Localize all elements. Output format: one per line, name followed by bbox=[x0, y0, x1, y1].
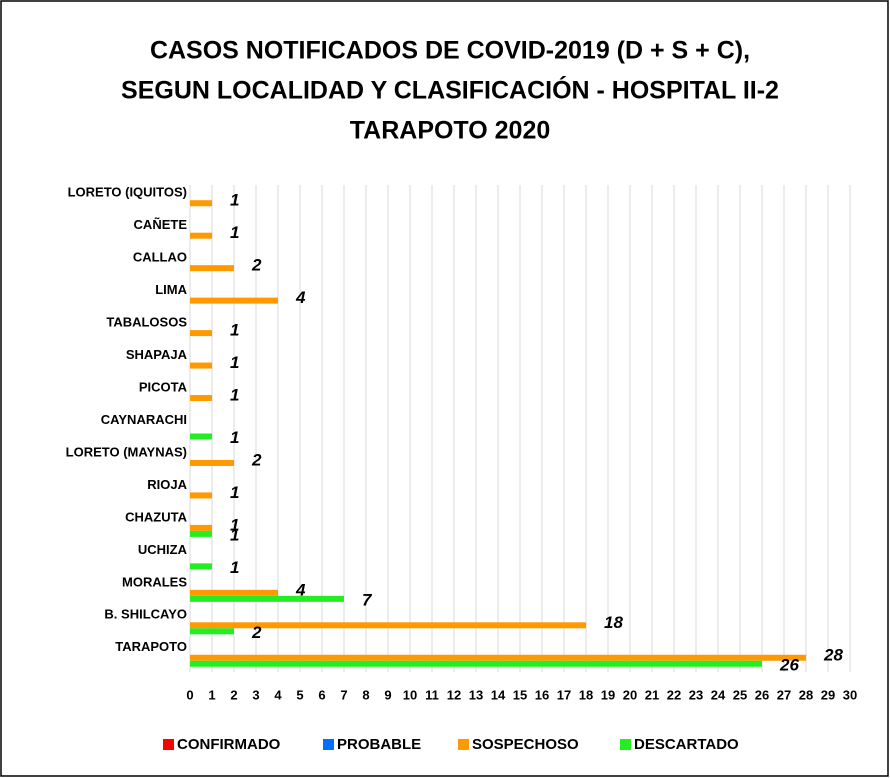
y-tick-label: PICOTA bbox=[139, 379, 188, 394]
legend-label: CONFIRMADO bbox=[177, 736, 281, 753]
bar bbox=[190, 563, 212, 570]
x-tick-label: 19 bbox=[601, 687, 615, 702]
x-tick-label: 27 bbox=[777, 687, 791, 702]
x-tick-label: 14 bbox=[491, 687, 506, 702]
bar bbox=[190, 654, 806, 661]
x-tick-label: 25 bbox=[733, 687, 747, 702]
y-tick-label: UCHIZA bbox=[138, 542, 188, 557]
data-label: 1 bbox=[230, 558, 239, 577]
x-tick-label: 8 bbox=[362, 687, 369, 702]
y-tick-label: CAÑETE bbox=[134, 217, 188, 232]
bar bbox=[190, 362, 212, 369]
x-tick-label: 29 bbox=[821, 687, 835, 702]
data-label: 1 bbox=[230, 515, 239, 534]
bar bbox=[190, 530, 212, 537]
legend-swatch bbox=[163, 739, 174, 750]
bar bbox=[190, 459, 234, 466]
x-tick-label: 18 bbox=[579, 687, 593, 702]
data-label: 7 bbox=[362, 590, 373, 609]
data-label: 28 bbox=[823, 645, 843, 664]
data-label: 26 bbox=[779, 655, 799, 674]
x-tick-label: 7 bbox=[340, 687, 347, 702]
y-tick-label: LORETO (MAYNAS) bbox=[66, 444, 187, 459]
x-tick-label: 10 bbox=[403, 687, 417, 702]
data-label: 1 bbox=[230, 483, 239, 502]
x-tick-label: 9 bbox=[384, 687, 391, 702]
bar bbox=[190, 524, 212, 531]
x-tick-label: 0 bbox=[186, 687, 193, 702]
data-label: 1 bbox=[230, 191, 239, 210]
x-tick-label: 6 bbox=[318, 687, 325, 702]
x-tick-label: 11 bbox=[425, 687, 439, 702]
chart-title: TARAPOTO 2020 bbox=[350, 117, 551, 145]
x-tick-label: 26 bbox=[755, 687, 769, 702]
data-label: 2 bbox=[251, 450, 262, 469]
x-tick-label: 5 bbox=[296, 687, 303, 702]
x-tick-label: 17 bbox=[557, 687, 571, 702]
y-tick-label: LIMA bbox=[155, 282, 187, 297]
chart-title: SEGUN LOCALIDAD Y CLASIFICACIÓN - HOSPIT… bbox=[121, 75, 779, 105]
legend-label: SOSPECHOSO bbox=[472, 736, 579, 753]
legend-swatch bbox=[458, 739, 469, 750]
y-tick-label: CHAZUTA bbox=[125, 509, 187, 524]
data-label: 1 bbox=[230, 353, 239, 372]
x-tick-label: 22 bbox=[667, 687, 681, 702]
x-tick-label: 15 bbox=[513, 687, 527, 702]
y-tick-label: B. SHILCAYO bbox=[104, 607, 187, 622]
bar bbox=[190, 660, 762, 667]
y-tick-label: CAYNARACHI bbox=[101, 412, 187, 427]
x-tick-label: 13 bbox=[469, 687, 483, 702]
x-tick-label: 2 bbox=[230, 687, 237, 702]
bar bbox=[190, 330, 212, 337]
legend-label: DESCARTADO bbox=[634, 736, 739, 753]
legend-label: PROBABLE bbox=[337, 736, 421, 753]
x-tick-label: 30 bbox=[843, 687, 857, 702]
data-label: 18 bbox=[604, 613, 623, 632]
chart-title: CASOS NOTIFICADOS DE COVID-2019 (D + S +… bbox=[150, 37, 750, 65]
y-tick-label: TABALOSOS bbox=[106, 315, 187, 330]
x-tick-label: 12 bbox=[447, 687, 461, 702]
x-tick-label: 20 bbox=[623, 687, 637, 702]
x-tick-label: 21 bbox=[645, 687, 659, 702]
x-tick-label: 16 bbox=[535, 687, 549, 702]
x-tick-label: 24 bbox=[711, 687, 726, 702]
x-tick-label: 3 bbox=[252, 687, 259, 702]
bar bbox=[190, 200, 212, 207]
data-label: 1 bbox=[230, 223, 239, 242]
x-tick-label: 4 bbox=[274, 687, 282, 702]
bar bbox=[190, 395, 212, 402]
data-label: 2 bbox=[251, 256, 262, 275]
x-tick-label: 23 bbox=[689, 687, 703, 702]
y-tick-label: LORETO (IQUITOS) bbox=[68, 185, 187, 200]
y-tick-label: RIOJA bbox=[147, 477, 187, 492]
data-label: 1 bbox=[230, 321, 239, 340]
bar bbox=[190, 595, 344, 602]
data-label: 4 bbox=[295, 288, 306, 307]
bar bbox=[190, 589, 278, 596]
data-label: 1 bbox=[230, 386, 239, 405]
data-label: 1 bbox=[230, 428, 239, 447]
y-tick-label: SHAPAJA bbox=[126, 347, 188, 362]
bar bbox=[190, 297, 278, 304]
legend-swatch bbox=[323, 739, 334, 750]
bar bbox=[190, 265, 234, 272]
data-label: 2 bbox=[251, 623, 262, 642]
y-tick-label: CALLAO bbox=[133, 250, 187, 265]
bar bbox=[190, 622, 586, 629]
data-label: 1 bbox=[230, 525, 239, 544]
bar bbox=[190, 232, 212, 239]
legend-swatch bbox=[620, 739, 631, 750]
y-tick-label: TARAPOTO bbox=[115, 639, 187, 654]
y-tick-label: MORALES bbox=[122, 574, 187, 589]
bar bbox=[190, 628, 234, 635]
x-tick-label: 1 bbox=[208, 687, 215, 702]
data-label: 4 bbox=[295, 580, 306, 599]
x-tick-label: 28 bbox=[799, 687, 813, 702]
bar bbox=[190, 492, 212, 499]
bar bbox=[190, 433, 212, 440]
